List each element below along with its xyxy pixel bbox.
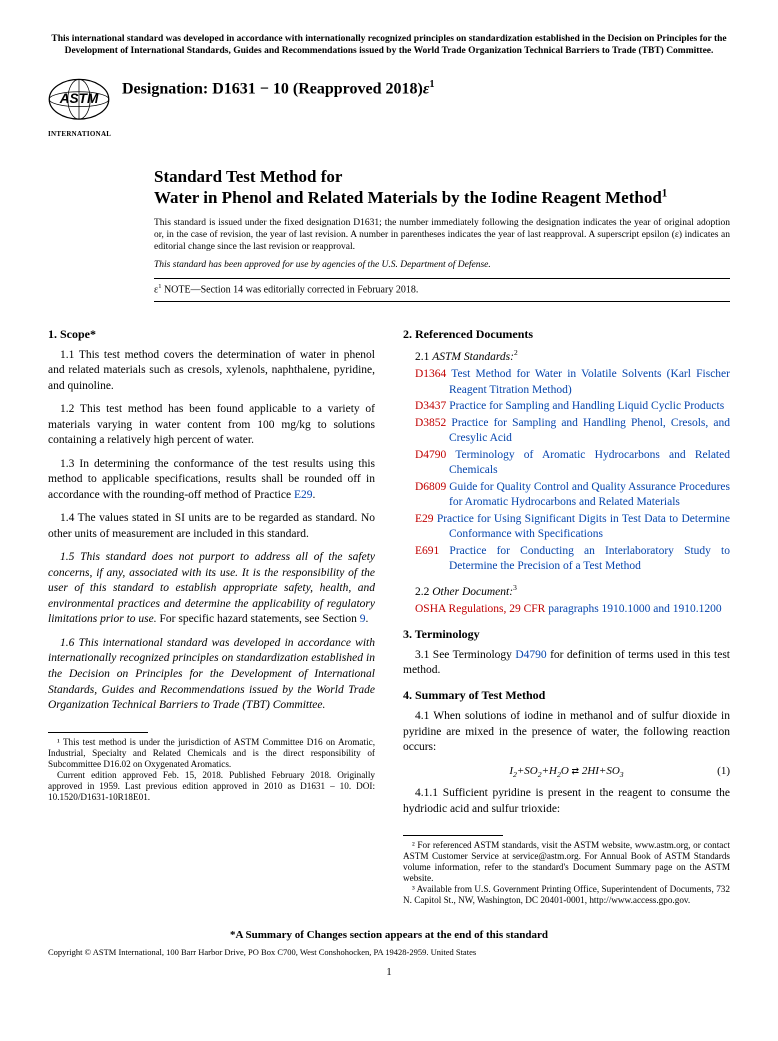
equation-1: I2+SO2+H2O ⇄ 2HI+SO3 (1)	[403, 764, 730, 781]
ref-text[interactable]: Terminology of Aromatic Hydrocarbons and…	[446, 449, 730, 477]
footnote: ¹ This test method is under the jurisdic…	[48, 737, 375, 770]
ref-item: E691 Practice for Conducting an Interlab…	[403, 544, 730, 575]
footnote: Current edition approved Feb. 15, 2018. …	[48, 770, 375, 803]
ref-code[interactable]: E691	[415, 545, 439, 557]
scope-heading: 1. Scope*	[48, 326, 375, 342]
designation: Designation: D1631 − 10 (Reapproved 2018…	[122, 78, 435, 100]
other-doc-list: OSHA Regulations, 29 CFR paragraphs 1910…	[403, 602, 730, 618]
refdocs-sub2: 2.2 Other Document:3	[403, 583, 730, 600]
title-block: Standard Test Method for Water in Phenol…	[154, 166, 730, 302]
link-osha[interactable]: paragraphs 1910.1000 and 1910.1200	[545, 603, 721, 615]
left-column: 1. Scope* 1.1 This test method covers th…	[48, 318, 375, 907]
refdocs-heading: 2. Referenced Documents	[403, 326, 730, 342]
ref-item: D1364 Test Method for Water in Volatile …	[403, 367, 730, 398]
ref-item: D3437 Practice for Sampling and Handling…	[403, 399, 730, 415]
scope-p1: 1.1 This test method covers the determin…	[48, 348, 375, 395]
ref-item: D6809 Guide for Quality Control and Qual…	[403, 480, 730, 511]
ref-osha: OSHA Regulations, 29 CFR paragraphs 1910…	[403, 602, 730, 618]
page: This international standard was develope…	[0, 0, 778, 998]
ref-item: D3852 Practice for Sampling and Handling…	[403, 416, 730, 447]
title-line2: Water in Phenol and Related Materials by…	[154, 188, 662, 207]
eps-body: NOTE—Section 14 was editorially correcte…	[161, 284, 418, 295]
epsilon-note: ε1 NOTE—Section 14 was editorially corre…	[154, 278, 730, 302]
two-column-body: 1. Scope* 1.1 This test method covers th…	[48, 318, 730, 907]
ref-code[interactable]: D4790	[415, 449, 446, 461]
ref-code[interactable]: D6809	[415, 481, 446, 493]
summary-p1: 4.1 When solutions of iodine in methanol…	[403, 709, 730, 756]
equation-body: I2+SO2+H2O ⇄ 2HI+SO3	[509, 765, 623, 777]
logo-subtext: INTERNATIONAL	[48, 130, 110, 139]
scope-p4: 1.4 The values stated in SI units are to…	[48, 511, 375, 542]
summary-p2: 4.1.1 Sufficient pyridine is present in …	[403, 786, 730, 817]
ref-text[interactable]: Practice for Conducting an Interlaborato…	[439, 545, 730, 573]
top-committee-note: This international standard was develope…	[48, 34, 730, 58]
page-number: 1	[48, 965, 730, 980]
copyright-line: Copyright © ASTM International, 100 Barr…	[48, 947, 730, 958]
refcode-osha[interactable]: OSHA Regulations, 29 CFR	[415, 603, 545, 615]
equation-number: (1)	[717, 764, 730, 779]
scope-p6: 1.6 This international standard was deve…	[48, 636, 375, 714]
ref-text[interactable]: Practice for Sampling and Handling Pheno…	[446, 417, 730, 445]
ref-text[interactable]: Guide for Quality Control and Quality As…	[446, 481, 730, 509]
summary-of-changes-note: *A Summary of Changes section appears at…	[48, 928, 730, 943]
designation-sup: 1	[429, 79, 434, 90]
footnote-separator-left	[48, 732, 148, 733]
ref-code[interactable]: D1364	[415, 368, 446, 380]
footnotes-left: ¹ This test method is under the jurisdic…	[48, 737, 375, 803]
scope-p5: 1.5 This standard does not purport to ad…	[48, 550, 375, 628]
ref-code[interactable]: E29	[415, 513, 434, 525]
ref-code[interactable]: D3852	[415, 417, 446, 429]
footnote: ³ Available from U.S. Government Printin…	[403, 884, 730, 906]
title-line1: Standard Test Method for	[154, 167, 342, 186]
summary-heading: 4. Summary of Test Method	[403, 687, 730, 703]
right-column: 2. Referenced Documents 2.1 ASTM Standar…	[403, 318, 730, 907]
issued-note: This standard is issued under the fixed …	[154, 218, 730, 254]
footnotes-right: ² For referenced ASTM standards, visit t…	[403, 840, 730, 906]
ref-item: E29 Practice for Using Significant Digit…	[403, 512, 730, 543]
ref-item: D4790 Terminology of Aromatic Hydrocarbo…	[403, 448, 730, 479]
svg-text:ASTM: ASTM	[59, 91, 99, 106]
title-sup: 1	[662, 187, 668, 199]
footnote: ² For referenced ASTM standards, visit t…	[403, 840, 730, 884]
scope-p3: 1.3 In determining the conformance of th…	[48, 457, 375, 504]
ref-text[interactable]: Practice for Sampling and Handling Liqui…	[446, 400, 724, 412]
footnote-separator-right	[403, 835, 503, 836]
ref-code[interactable]: D3437	[415, 400, 446, 412]
link-d4790[interactable]: D4790	[515, 649, 546, 661]
astm-logo: ASTM INTERNATIONAL	[48, 72, 110, 140]
terminology-p1: 3.1 See Terminology D4790 for definition…	[403, 648, 730, 679]
astm-standards-list: D1364 Test Method for Water in Volatile …	[403, 367, 730, 575]
ref-text[interactable]: Test Method for Water in Volatile Solven…	[446, 368, 730, 396]
link-e29[interactable]: E29	[294, 489, 313, 501]
standard-title: Standard Test Method for Water in Phenol…	[154, 166, 730, 209]
ref-text[interactable]: Practice for Using Significant Digits in…	[434, 513, 730, 541]
header-row: ASTM INTERNATIONAL Designation: D1631 − …	[48, 72, 730, 140]
dod-note: This standard has been approved for use …	[154, 260, 730, 272]
scope-p2: 1.2 This test method has been found appl…	[48, 402, 375, 449]
terminology-heading: 3. Terminology	[403, 626, 730, 642]
designation-label: Designation: D1631 − 10 (Reapproved 2018…	[122, 80, 423, 97]
refdocs-sub1: 2.1 ASTM Standards:2	[403, 348, 730, 365]
